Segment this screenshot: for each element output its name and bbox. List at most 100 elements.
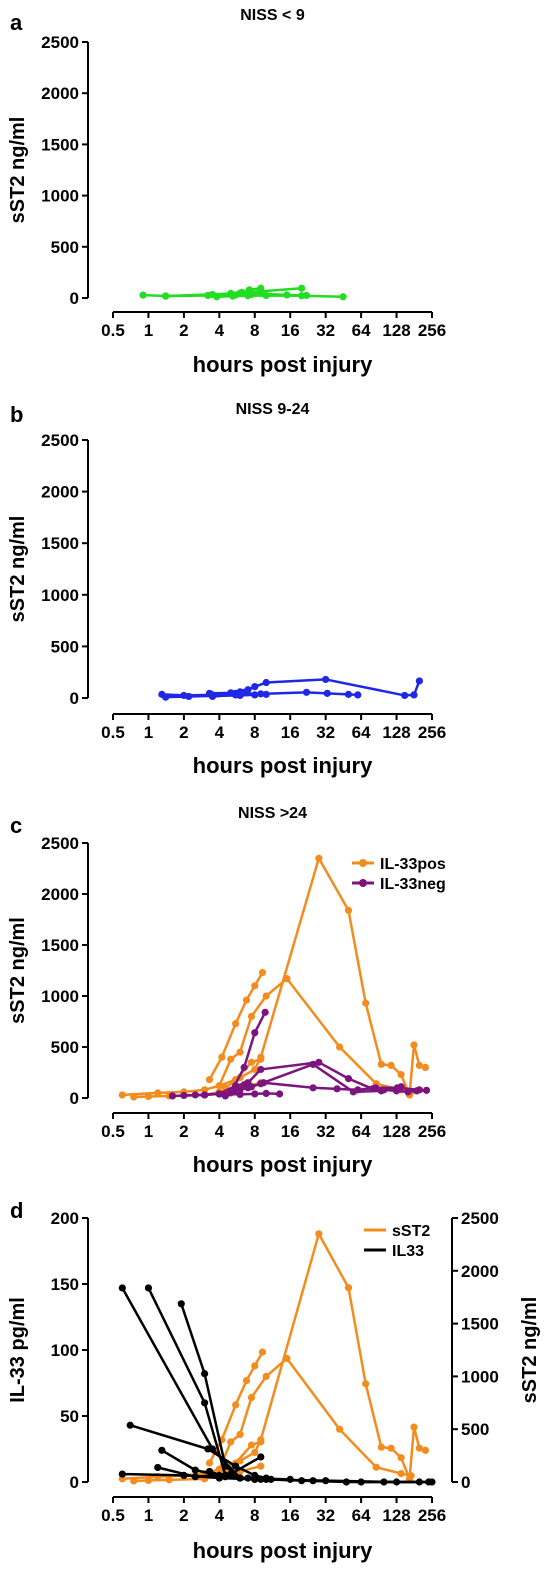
data-point	[242, 1377, 251, 1385]
y-right-tick-label: 0	[461, 1473, 470, 1492]
data-point	[201, 1370, 209, 1378]
x-axis-label: hours post injury	[193, 1538, 373, 1563]
series-line-10	[157, 1455, 262, 1478]
data-point	[165, 1476, 173, 1484]
data-point	[204, 291, 212, 300]
x-tick-label: 32	[316, 321, 335, 340]
y-tick-label: 2000	[41, 885, 79, 904]
series-line-12	[209, 1470, 420, 1484]
data-point	[393, 1084, 401, 1092]
data-point	[251, 1362, 259, 1370]
data-point	[236, 1430, 244, 1439]
data-point	[240, 688, 248, 696]
data-point	[201, 1086, 209, 1094]
panel-letter: a	[10, 10, 23, 35]
legend-marker	[359, 859, 367, 867]
panel-letter: c	[10, 813, 22, 838]
data-point	[397, 1070, 405, 1079]
y-tick-label: 2500	[41, 431, 79, 450]
data-point	[259, 1079, 268, 1087]
panel-letter: d	[10, 1198, 23, 1223]
data-point	[262, 678, 270, 687]
x-tick-label: 0.5	[101, 321, 125, 340]
x-tick-label: 16	[281, 723, 300, 742]
data-point	[232, 1462, 240, 1470]
x-tick-label: 8	[250, 723, 259, 742]
data-point	[144, 1476, 153, 1485]
data-point	[251, 1448, 259, 1457]
x-tick-label: 8	[250, 321, 259, 340]
data-point	[315, 854, 323, 862]
data-point	[415, 1444, 423, 1452]
x-tick-label: 4	[215, 723, 225, 742]
data-point	[154, 1089, 162, 1097]
data-point	[410, 1041, 418, 1049]
x-tick-label: 1	[144, 1506, 153, 1525]
data-point	[342, 1478, 351, 1486]
chart-panel-a: a NISS < 9 0 500 1000 1500 2000 2500 sST2 ng/ml 0…	[7, 7, 446, 377]
data-point	[180, 1091, 188, 1100]
data-point	[410, 1423, 418, 1431]
y-right-tick-label: 2500	[461, 1209, 499, 1228]
data-point	[158, 1446, 166, 1454]
data-point	[262, 690, 270, 698]
chart-title: NISS >24	[238, 805, 307, 822]
data-point	[354, 1086, 362, 1094]
x-tick-label: 4	[215, 321, 225, 340]
y-right-tick-label: 1500	[461, 1315, 499, 1334]
y-axis-label: IL-33 pg/ml	[7, 1297, 29, 1403]
x-tick-label: 1	[144, 321, 153, 340]
data-point	[405, 1475, 414, 1483]
y-right-tick-label: 1000	[461, 1367, 499, 1386]
legend-label: IL-33neg	[380, 876, 446, 893]
data-point	[201, 1091, 209, 1099]
x-tick-label: 256	[418, 1506, 446, 1525]
x-tick-label: 128	[382, 1122, 410, 1141]
data-point	[244, 1474, 252, 1482]
data-point	[232, 691, 240, 699]
y-tick-label: 0	[70, 289, 79, 308]
data-point	[240, 1063, 248, 1071]
y-tick-label: 0	[70, 689, 79, 708]
data-point	[425, 1478, 433, 1486]
data-point	[221, 1462, 229, 1470]
series-line-0	[143, 287, 302, 298]
x-tick-label: 0.5	[101, 1122, 125, 1141]
data-point	[377, 1087, 385, 1095]
data-point	[372, 1463, 380, 1471]
data-point	[218, 1053, 226, 1061]
data-point	[232, 1019, 240, 1028]
data-point	[191, 1466, 199, 1474]
data-point	[247, 1058, 256, 1066]
data-point	[261, 1008, 269, 1016]
data-point	[118, 1284, 126, 1292]
data-point	[267, 1475, 275, 1483]
data-point	[380, 1478, 388, 1486]
x-tick-label: 1	[144, 1122, 153, 1141]
data-point	[247, 1393, 256, 1402]
data-point	[421, 1063, 429, 1071]
y-tick-label: 200	[51, 1209, 79, 1228]
x-tick-label: 16	[281, 1506, 300, 1525]
data-point	[298, 284, 306, 292]
x-tick-label: 2	[179, 723, 188, 742]
data-point	[298, 292, 306, 300]
data-point	[144, 1284, 153, 1292]
data-point	[258, 968, 267, 977]
data-point	[276, 1090, 284, 1098]
data-point	[204, 1445, 212, 1453]
data-point	[257, 1453, 265, 1461]
y-tick-label: 500	[51, 637, 79, 656]
x-tick-label: 128	[382, 723, 410, 742]
chart-panel-d: d 0 50 100 150 200 IL-33 pg/ml 0 500 1000 1500 2000…	[7, 1198, 541, 1563]
x-tick-label: 128	[382, 321, 410, 340]
data-point	[257, 1053, 265, 1061]
data-point	[415, 1061, 423, 1069]
data-point	[185, 692, 193, 701]
chart-title: NISS < 9	[240, 7, 305, 24]
x-tick-label: 0.5	[101, 723, 125, 742]
data-point	[251, 1065, 259, 1074]
y-axis-label: sST2 ng/ml	[7, 917, 29, 1024]
x-axis-label: hours post injury	[193, 1152, 373, 1177]
y-axis-right-label: sST2 ng/ml	[519, 1297, 541, 1404]
